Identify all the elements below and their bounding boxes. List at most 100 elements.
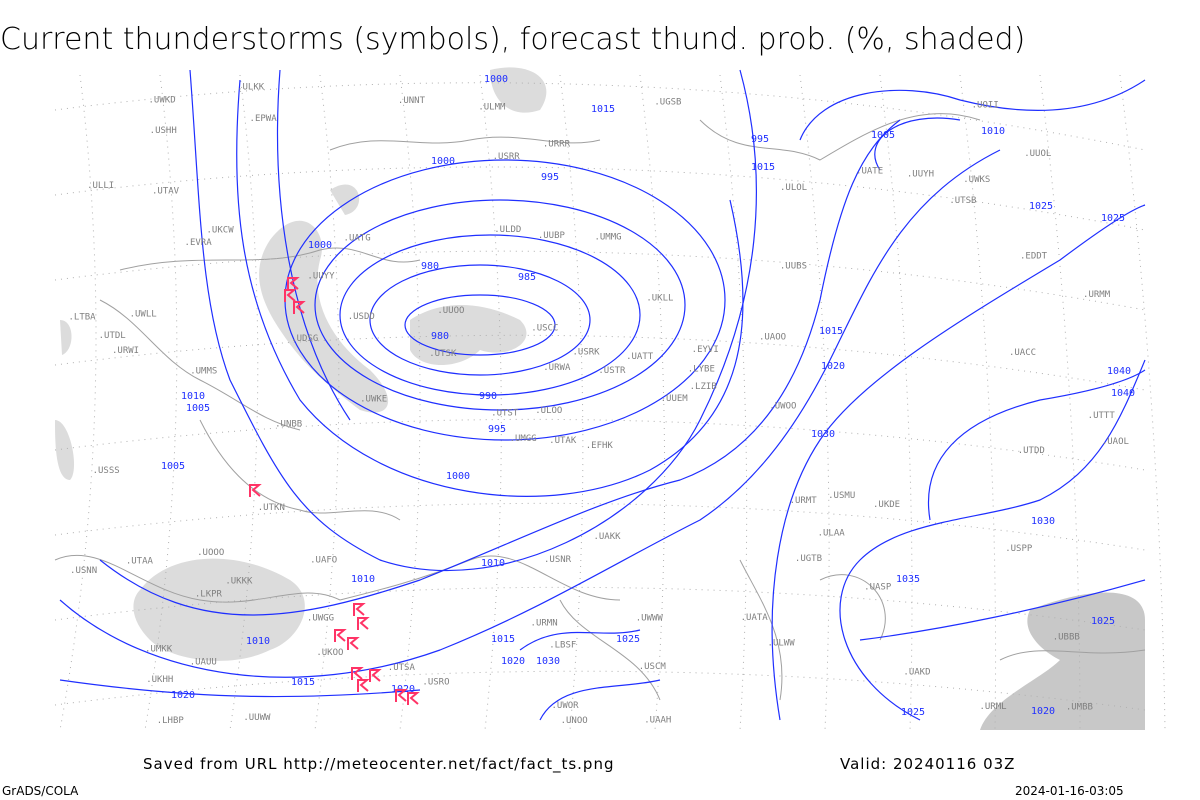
station-label: .LTBA xyxy=(68,312,96,322)
isobar-label: 1025 xyxy=(901,707,925,718)
station-label: .UWKS xyxy=(963,175,990,185)
meridian-line xyxy=(799,74,830,731)
isobar-label: 1025 xyxy=(1101,213,1125,224)
station-labels: .EFHK .EVRA .ULOO .UMKK .EYVI .UMMG .ULOL .UUEM… xyxy=(68,83,1128,726)
isobar-label: 1000 xyxy=(431,156,455,167)
station-label: .UTDL xyxy=(99,331,126,341)
isobar-label: 1020 xyxy=(501,656,525,667)
generated-timestamp: 2024-01-16-03:05 xyxy=(1015,784,1124,798)
thunderstorm-symbols xyxy=(249,277,420,705)
isobar-label: 1015 xyxy=(291,677,315,688)
station-label: .UDSG xyxy=(291,334,318,344)
coastline xyxy=(699,113,981,161)
isobar-line xyxy=(928,369,1146,521)
isobar-label: 1000 xyxy=(308,240,332,251)
map-title: Current thunderstorms (symbols), forecas… xyxy=(0,22,1026,57)
isobar-label: 1040 xyxy=(1111,388,1135,399)
meridian-line xyxy=(959,74,997,731)
station-label: .UGTB xyxy=(795,554,822,564)
station-label: .UTSB xyxy=(949,196,976,206)
station-label: .USNR xyxy=(544,555,572,565)
station-label: .USRK xyxy=(572,347,600,357)
station-label: .URMT xyxy=(790,496,818,506)
parallel-line xyxy=(54,502,1146,551)
station-label: .URWI xyxy=(112,346,139,356)
station-label: .USRR xyxy=(493,152,521,162)
isobar-label: 1015 xyxy=(819,326,843,337)
station-label: .UAFO xyxy=(310,556,337,566)
station-label: .UWWW xyxy=(636,614,664,624)
meridian-line xyxy=(559,74,584,731)
isobar-line xyxy=(859,579,1146,641)
station-label: .UKHH xyxy=(146,675,173,685)
coastline xyxy=(339,555,621,601)
lat-lon-grid xyxy=(54,74,1166,731)
coastline xyxy=(54,554,341,603)
thunderstorm-symbol-icon xyxy=(293,301,306,314)
station-label: .UTAK xyxy=(549,436,577,446)
isobar-label: 995 xyxy=(751,134,769,145)
station-label: .UNNT xyxy=(398,96,426,106)
coastline xyxy=(739,559,783,701)
station-label: .EYVI xyxy=(692,345,719,355)
station-label: .USPP xyxy=(1005,544,1033,554)
isobar-line xyxy=(874,117,961,171)
isobar-label: 1025 xyxy=(1091,616,1115,627)
station-label: .UUBS xyxy=(780,262,807,272)
isobar-line xyxy=(276,69,351,421)
station-label: .UWGG xyxy=(307,614,334,624)
station-label: .UACC xyxy=(1009,348,1036,358)
station-label: .UUOO xyxy=(437,306,464,316)
isobar-label: 1040 xyxy=(1107,366,1131,377)
station-label: .UAUU xyxy=(190,657,217,667)
isobar-label: 1030 xyxy=(811,429,835,440)
thunderstorm-symbol-icon xyxy=(357,679,370,692)
isobar-line xyxy=(799,79,1146,141)
station-label: .UOOO xyxy=(197,548,224,558)
isobar-line xyxy=(404,294,556,356)
isobar-label: 980 xyxy=(421,261,439,272)
station-label: .UWOO xyxy=(769,401,796,411)
station-label: .UTTT xyxy=(1088,411,1116,421)
isobar-line xyxy=(839,359,1146,721)
station-label: .UUBP xyxy=(538,231,566,241)
station-label: .UMMG xyxy=(594,232,621,242)
parallel-line xyxy=(54,418,1146,471)
station-label: .UWKE xyxy=(360,395,387,405)
parallel-line xyxy=(54,670,1146,711)
isobar-label: 1000 xyxy=(446,471,470,482)
station-label: .UKCW xyxy=(207,225,235,235)
station-label: .UATE xyxy=(856,166,883,176)
isobar-line xyxy=(771,204,1146,721)
isobar-label: 995 xyxy=(541,172,559,183)
station-label: .UKDE xyxy=(873,500,900,510)
station-label: .UMGG xyxy=(510,434,537,444)
station-label: .UKLL xyxy=(646,293,673,303)
station-label: .UTSK xyxy=(429,349,457,359)
isobar-label: 1010 xyxy=(181,391,205,402)
station-label: .ULLI xyxy=(87,181,114,191)
thunderstorm-symbol-icon xyxy=(347,637,360,650)
isobar-labels: 9809809859909959951000100010001005100510… xyxy=(161,74,1135,718)
valid-time-text: Valid: 20240116 03Z xyxy=(840,755,1016,773)
station-label: .UNOO xyxy=(561,716,588,726)
coastline xyxy=(199,419,401,521)
station-label: .LYBE xyxy=(688,364,715,374)
station-label: .UATA xyxy=(741,613,769,623)
station-label: .UUEM xyxy=(661,394,689,404)
thunderstorm-symbol-icon xyxy=(287,277,300,290)
thunderstorm-symbol-icon xyxy=(249,484,262,497)
isobar-label: 1005 xyxy=(186,403,210,414)
station-label: .UATT xyxy=(626,352,654,362)
isobar-label: 1030 xyxy=(536,656,560,667)
meridian-line xyxy=(719,74,748,731)
isobar-label: 1020 xyxy=(171,690,195,701)
thunderstorm-symbol-icon xyxy=(284,289,297,302)
station-label: .UNBB xyxy=(275,420,302,430)
station-label: .LZIB xyxy=(690,382,717,392)
station-label: .ULMM xyxy=(478,102,506,112)
station-label: .USCM xyxy=(639,662,667,672)
station-label: .EVRA xyxy=(185,238,213,248)
coastline xyxy=(999,649,1146,661)
